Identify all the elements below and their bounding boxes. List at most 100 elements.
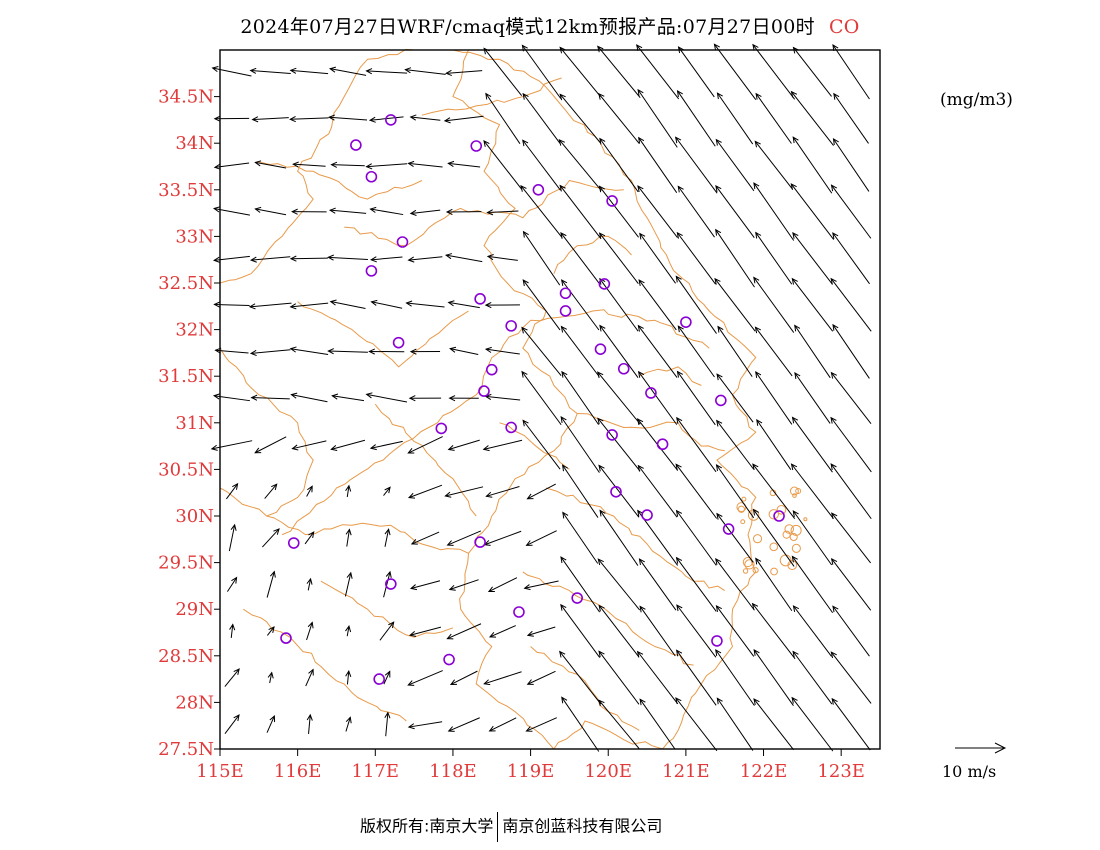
station-marker xyxy=(385,114,397,126)
wind-vector xyxy=(596,371,641,425)
wind-vector xyxy=(676,231,716,285)
wind-vector xyxy=(345,528,352,547)
wind-vector xyxy=(560,279,600,331)
wind-vector xyxy=(448,579,479,591)
wind-vector xyxy=(485,486,520,498)
wind-vector xyxy=(407,160,443,168)
wind-vector xyxy=(330,439,366,451)
wind-vector xyxy=(752,508,795,567)
boundary-line xyxy=(530,646,640,731)
wind-vector xyxy=(753,182,795,241)
wind-vector xyxy=(637,324,678,378)
wind-vector xyxy=(794,324,831,379)
boundary-line xyxy=(320,580,454,638)
wind-vector xyxy=(792,605,832,657)
boundary-line xyxy=(243,608,407,722)
wind-vector xyxy=(306,577,313,591)
station-marker xyxy=(559,287,572,300)
wind-vector xyxy=(483,140,523,190)
wind-vector xyxy=(254,160,287,169)
wind-vector xyxy=(266,626,275,636)
wind-vector xyxy=(345,716,352,732)
boundary-line xyxy=(344,180,624,247)
wind-vector xyxy=(521,370,562,426)
y-tick-label: 29N xyxy=(175,599,214,620)
wind-vector xyxy=(791,555,834,614)
wind-vector xyxy=(639,232,676,284)
island-outline xyxy=(744,559,755,570)
wind-vector xyxy=(448,395,479,402)
wind-vector xyxy=(639,698,676,750)
wind-vector xyxy=(752,43,796,100)
boundary-line xyxy=(459,553,555,750)
wind-vector xyxy=(558,138,602,191)
station-marker xyxy=(610,485,622,498)
wind-vector xyxy=(715,185,755,238)
map-frame xyxy=(219,49,881,750)
wind-vector xyxy=(291,208,327,215)
x-tick-label: 119E xyxy=(507,761,555,782)
island-outline xyxy=(790,524,802,536)
wind-vector xyxy=(229,623,236,638)
wind-vector xyxy=(329,299,366,309)
wind-vector xyxy=(522,279,561,331)
wind-vector xyxy=(599,509,639,566)
wind-vector xyxy=(832,232,870,285)
wind-vector xyxy=(445,69,483,76)
wind-vector xyxy=(486,209,519,216)
station-marker xyxy=(470,140,483,152)
copyright-divider xyxy=(497,812,499,842)
x-tick-label: 115E xyxy=(196,761,244,782)
boundary-line xyxy=(553,235,632,274)
wind-vector xyxy=(214,347,249,354)
boundary-line xyxy=(639,366,702,386)
wind-vector xyxy=(365,68,408,75)
wind-vector xyxy=(792,650,833,705)
station-marker xyxy=(656,438,669,451)
wind-vector xyxy=(792,46,832,97)
y-tick-label: 30.5N xyxy=(158,459,214,480)
y-tick-label: 32N xyxy=(175,320,214,341)
wind-vector xyxy=(266,570,276,598)
island-outline xyxy=(752,534,763,544)
wind-vector xyxy=(559,650,602,705)
wind-vector xyxy=(305,668,314,687)
wind-vector xyxy=(407,721,443,730)
wind-vector xyxy=(211,66,252,77)
wind-vector xyxy=(560,603,601,658)
wind-vector xyxy=(525,717,557,732)
species-label: CO xyxy=(828,16,860,38)
wind-vector xyxy=(637,370,678,425)
wind-vector xyxy=(714,277,756,332)
wind-vector xyxy=(483,671,522,686)
wind-vector xyxy=(598,604,640,658)
wind-vector xyxy=(830,184,872,239)
wind-vector xyxy=(676,416,717,473)
island-outline xyxy=(776,504,787,515)
boundary-line xyxy=(281,309,710,536)
wind-vector xyxy=(409,348,441,355)
wind-vector xyxy=(638,136,678,193)
y-tick-label: 31.5N xyxy=(158,366,214,387)
wind-vector xyxy=(715,138,755,192)
y-tick-label: 28.5N xyxy=(158,646,214,667)
province-boundaries xyxy=(219,48,808,750)
wind-vector xyxy=(599,324,639,378)
wind-vector xyxy=(559,184,601,239)
wind-vector xyxy=(830,651,872,704)
wind-vector xyxy=(447,300,480,309)
wind-vector xyxy=(676,90,716,147)
reference-vector-label: 10 m/s xyxy=(942,762,997,781)
island-outline xyxy=(741,496,747,502)
wind-vector xyxy=(561,696,600,752)
y-tick-label: 31N xyxy=(175,413,214,434)
island-outline xyxy=(803,517,808,522)
wind-vector xyxy=(289,346,329,355)
station-marker xyxy=(680,316,692,328)
wind-vector xyxy=(304,531,315,545)
wind-vector xyxy=(597,417,641,472)
wind-vector xyxy=(598,464,640,518)
wind-vector xyxy=(677,46,715,98)
wind-vector xyxy=(444,253,483,263)
